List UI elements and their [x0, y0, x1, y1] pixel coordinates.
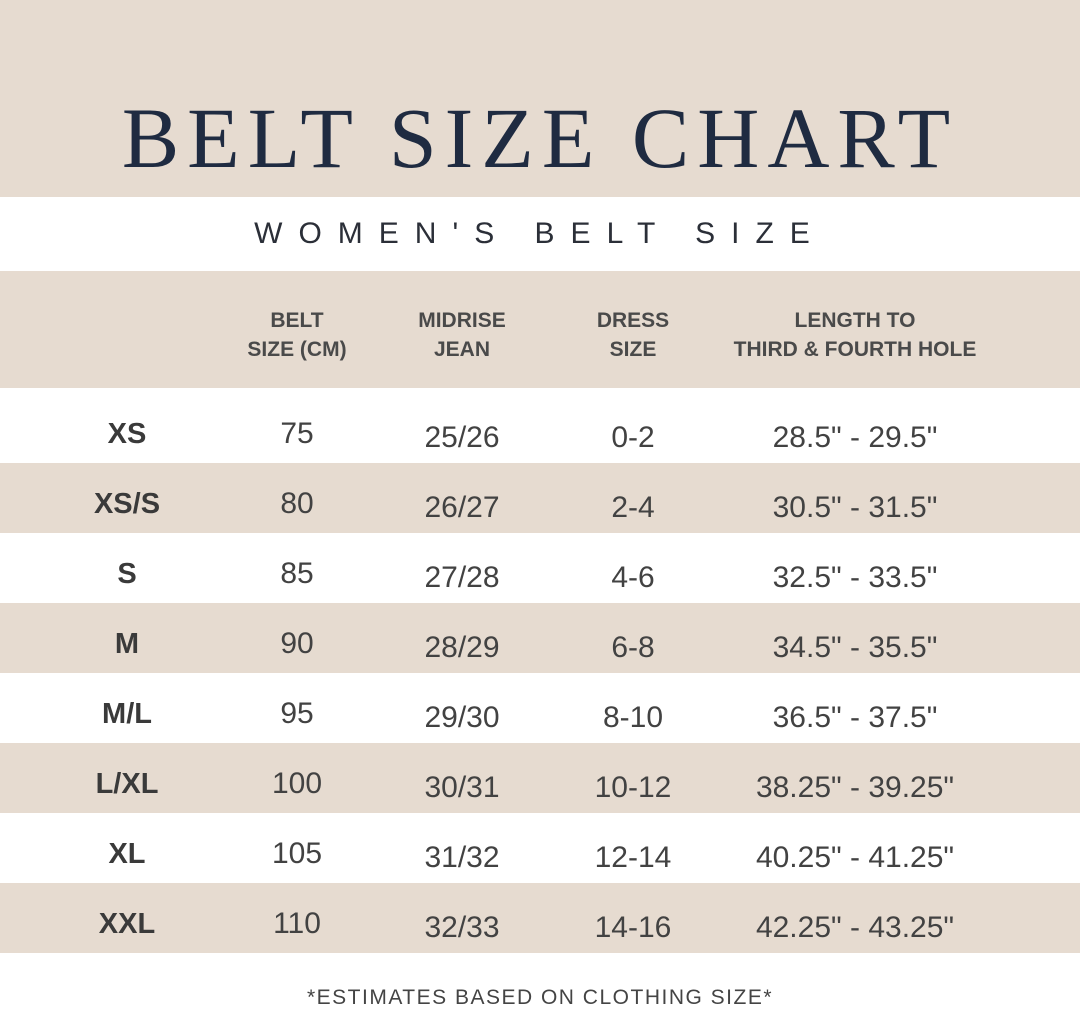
column-header-belt-size-cm-line1: BELT	[270, 309, 324, 332]
cell-dress-size: 0-2	[611, 421, 655, 454]
cell-size-label: M	[114, 628, 140, 660]
cell-length-to-hole: 28.5" - 29.5"	[772, 421, 938, 454]
cell-midrise-jean: 29/30	[424, 701, 500, 734]
column-header-midrise-jean: MIDRISE JEAN	[332, 306, 592, 364]
cell-dress-size: 6-8	[611, 631, 655, 664]
cell-size-label: XL	[108, 838, 146, 870]
title-banner	[0, 0, 1080, 197]
column-header-midrise-jean-line1: MIDRISE	[418, 309, 506, 332]
table-row	[0, 883, 1080, 953]
cell-belt-size-cm: 105	[271, 837, 323, 870]
cell-belt-size-cm: 75	[280, 417, 314, 450]
cell-midrise-jean: 25/26	[424, 421, 500, 454]
cell-length-to-hole: 36.5" - 37.5"	[772, 701, 938, 734]
cell-belt-size-cm: 100	[271, 767, 323, 800]
chart-title: BELT SIZE CHART	[121, 90, 959, 186]
column-header-dress-size-line2: SIZE	[609, 338, 657, 361]
cell-belt-size-cm: 110	[273, 907, 321, 940]
column-header-dress-size-line1: DRESS	[596, 309, 670, 332]
cell-length-to-hole: 34.5" - 35.5"	[772, 631, 938, 664]
table-header-band	[0, 271, 1080, 388]
cell-length-to-hole: 32.5" - 33.5"	[772, 561, 938, 594]
cell-dress-size: 12-14	[594, 841, 672, 874]
cell-size-label: S	[117, 558, 137, 590]
chart-subtitle: WOMEN'S BELT SIZE	[254, 217, 826, 250]
cell-dress-size: 8-10	[602, 701, 664, 734]
cell-dress-size: 4-6	[611, 561, 655, 594]
cell-belt-size-cm: 80	[280, 487, 314, 520]
cell-size-label: XXL	[98, 908, 156, 940]
table-row	[0, 603, 1080, 673]
cell-midrise-jean: 27/28	[424, 561, 500, 594]
cell-dress-size: 14-16	[594, 911, 672, 944]
column-header-belt-size-cm: BELT SIZE (CM)	[167, 306, 427, 364]
cell-belt-size-cm: 85	[280, 557, 314, 590]
cell-length-to-hole: 38.25" - 39.25"	[755, 771, 955, 804]
column-header-length-to-hole-line1: LENGTH TO	[794, 309, 916, 332]
cell-length-to-hole: 40.25" - 41.25"	[755, 841, 955, 874]
cell-midrise-jean: 32/33	[424, 911, 500, 944]
column-header-length-to-hole: LENGTH TO THIRD & FOURTH HOLE	[725, 306, 985, 364]
footnote: *ESTIMATES BASED ON CLOTHING SIZE*	[306, 986, 774, 1009]
cell-midrise-jean: 28/29	[424, 631, 500, 664]
cell-belt-size-cm: 90	[280, 627, 314, 660]
cell-dress-size: 10-12	[594, 771, 672, 804]
cell-size-label: L/XL	[95, 768, 159, 800]
cell-size-label: M/L	[102, 698, 152, 730]
cell-belt-size-cm: 95	[280, 697, 314, 730]
cell-dress-size: 2-4	[611, 491, 655, 524]
cell-midrise-jean: 31/32	[424, 841, 500, 874]
cell-size-label: XS/S	[93, 488, 161, 520]
cell-size-label: XS	[107, 418, 147, 450]
cell-midrise-jean: 30/31	[424, 771, 500, 804]
cell-length-to-hole: 30.5" - 31.5"	[772, 491, 938, 524]
column-header-belt-size-cm-line2: SIZE (CM)	[247, 338, 347, 361]
table-row	[0, 463, 1080, 533]
table-row	[0, 743, 1080, 813]
column-header-midrise-jean-line2: JEAN	[433, 338, 491, 361]
column-header-length-to-hole-line2: THIRD & FOURTH HOLE	[733, 338, 977, 361]
cell-midrise-jean: 26/27	[424, 491, 500, 524]
column-header-dress-size: DRESS SIZE	[503, 306, 763, 364]
cell-length-to-hole: 42.25" - 43.25"	[755, 911, 955, 944]
